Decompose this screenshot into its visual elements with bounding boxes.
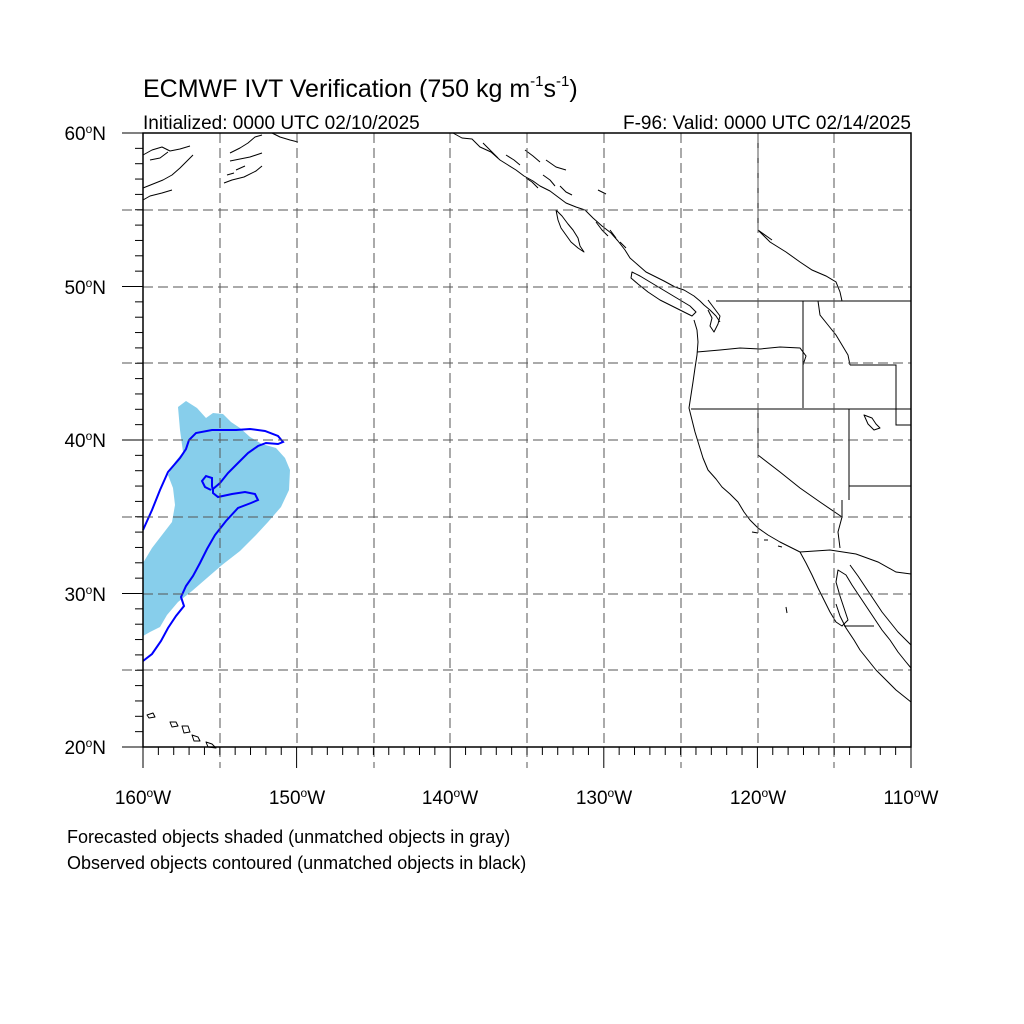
- lon-label-110: 110oW: [884, 786, 939, 809]
- alaska-panhandle-south: [271, 132, 299, 143]
- alaska-coast: [142, 145, 194, 201]
- us-west-coast: [688, 319, 801, 553]
- wyoming-border: [850, 364, 911, 426]
- forecast-object: [143, 401, 290, 636]
- alaska-panhandle-islands: [482, 142, 607, 196]
- lat-label-50: 50oN: [64, 276, 106, 299]
- canada-province-line: [757, 229, 773, 241]
- gulf-of-california-west: [835, 603, 912, 703]
- haida-gwaii: [555, 209, 585, 253]
- lon-label-140: 140oW: [422, 786, 478, 809]
- tick-marks: [122, 132, 912, 768]
- bc-coast: [452, 132, 721, 323]
- lat-label-40: 40oN: [64, 429, 106, 452]
- initialized-time: Initialized: 0000 UTC 02/10/2025: [143, 113, 420, 134]
- baja-california: [799, 551, 912, 669]
- us-mexico-border: [799, 549, 912, 575]
- bc-islands: [595, 221, 627, 249]
- lat-label-60: 60oN: [64, 122, 106, 145]
- lon-label-150: 150oW: [269, 786, 325, 809]
- great-salt-lake: [863, 414, 881, 431]
- idaho-montana-border: [817, 300, 851, 366]
- arizona-border: [837, 500, 843, 549]
- bc-alberta-border: [757, 133, 843, 302]
- lon-label-160: 160oW: [115, 786, 171, 809]
- washington-oregon-border: [696, 346, 807, 408]
- hawaii-islands: [146, 712, 217, 749]
- forecast-legend-note: Forecasted objects shaded (unmatched obj…: [67, 827, 510, 847]
- observed-object-contour-loop: [200, 474, 214, 492]
- lon-label-130: 130oW: [576, 786, 632, 809]
- gridlines: [143, 133, 911, 747]
- puget-sound: [707, 299, 721, 333]
- lon-label-120: 120oW: [730, 786, 786, 809]
- channel-islands: [751, 531, 788, 614]
- latitude-labels: 60oN 50oN 40oN 30oN 20oN: [64, 122, 106, 759]
- california-nevada-border: [757, 409, 843, 518]
- lat-label-30: 30oN: [64, 583, 106, 606]
- valid-time: F-96: Valid: 0000 UTC 02/14/2025: [623, 113, 911, 134]
- coastlines: [142, 132, 912, 749]
- observed-legend-note: Observed objects contoured (unmatched ob…: [67, 853, 526, 873]
- political-borders: [691, 133, 912, 627]
- longitude-labels: 160oW 150oW 140oW 130oW 120oW 110oW: [115, 786, 939, 809]
- lat-label-20: 20oN: [64, 736, 106, 759]
- mexico-mainland-coast: [849, 564, 912, 646]
- alaska-islands: [223, 134, 263, 184]
- vancouver-island: [630, 271, 697, 317]
- map-title: ECMWF IVT Verification (750 kg m-1s-1): [143, 73, 578, 103]
